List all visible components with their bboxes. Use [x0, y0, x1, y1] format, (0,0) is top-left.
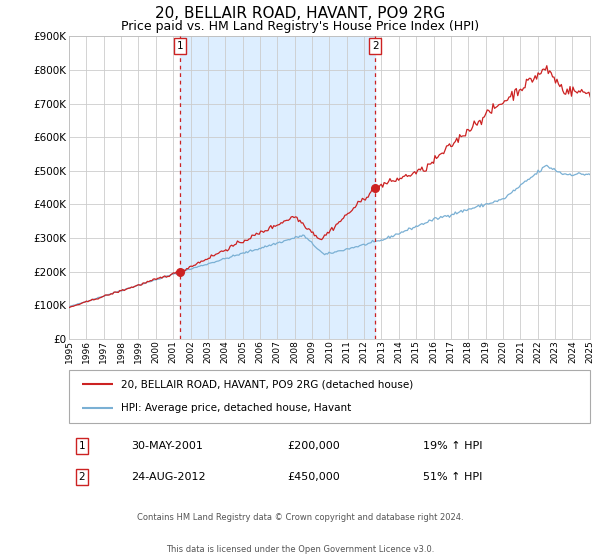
- Text: 30-MAY-2001: 30-MAY-2001: [131, 441, 203, 451]
- Text: 1: 1: [177, 41, 184, 51]
- Text: 2: 2: [372, 41, 379, 51]
- Text: £450,000: £450,000: [288, 472, 340, 482]
- Bar: [180, 36, 376, 339]
- Text: 1: 1: [79, 441, 85, 451]
- Text: Contains HM Land Registry data © Crown copyright and database right 2024.: Contains HM Land Registry data © Crown c…: [137, 513, 463, 522]
- Text: 20, BELLAIR ROAD, HAVANT, PO9 2RG (detached house): 20, BELLAIR ROAD, HAVANT, PO9 2RG (detac…: [121, 380, 413, 390]
- FancyBboxPatch shape: [69, 370, 590, 423]
- Text: £200,000: £200,000: [288, 441, 340, 451]
- Text: 24-AUG-2012: 24-AUG-2012: [131, 472, 206, 482]
- Text: 2: 2: [79, 472, 85, 482]
- Text: Price paid vs. HM Land Registry's House Price Index (HPI): Price paid vs. HM Land Registry's House …: [121, 20, 479, 32]
- Text: This data is licensed under the Open Government Licence v3.0.: This data is licensed under the Open Gov…: [166, 545, 434, 554]
- Text: 19% ↑ HPI: 19% ↑ HPI: [423, 441, 482, 451]
- Text: 20, BELLAIR ROAD, HAVANT, PO9 2RG: 20, BELLAIR ROAD, HAVANT, PO9 2RG: [155, 6, 445, 21]
- Text: HPI: Average price, detached house, Havant: HPI: Average price, detached house, Hava…: [121, 403, 352, 413]
- Point: [371, 183, 380, 192]
- Text: 51% ↑ HPI: 51% ↑ HPI: [423, 472, 482, 482]
- Point: [175, 267, 185, 276]
